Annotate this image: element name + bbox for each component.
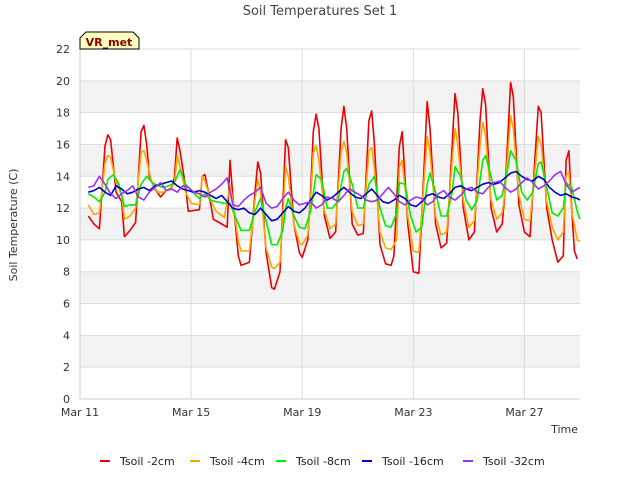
y-tick-label: 0 [63,393,70,406]
badge-label: VR_met [86,36,133,49]
series-line-3 [87,150,581,246]
y-tick-label: 18 [56,107,70,120]
legend-label-2: Tsoil -4cm [209,455,265,468]
y-tick-label: 8 [63,266,70,279]
series-lines [87,81,581,290]
legend: Tsoil -2cm Tsoil -4cm Tsoil -8cm Tsoil -16c… [100,455,545,468]
x-tick-label: Mar 19 [283,406,321,419]
grid-band [80,271,580,304]
badge-shape [79,31,140,50]
series-line-5 [88,170,581,209]
grid-band [80,208,580,240]
x-tick-label: Mar 11 [61,406,99,419]
x-tick-labels: Mar 11 Mar 15 Mar 19 Mar 23 Mar 27 [61,406,544,419]
y-tick-label: 14 [56,170,70,183]
x-tick-label: Mar 27 [505,406,543,419]
y-tick-label: 4 [63,329,70,342]
y-tick-label: 6 [63,298,70,311]
legend-label-3: Tsoil -8cm [295,455,351,468]
grid-band [80,144,580,177]
y-tick-label: 22 [56,43,70,56]
x-axis-label: Time [550,423,578,436]
legend-label-5: Tsoil -32cm [482,455,545,468]
y-tick-label: 2 [63,361,70,374]
y-tick-label: 20 [56,75,70,88]
y-tick-labels: 0 2 4 6 8 10 12 14 16 18 20 22 [56,43,70,406]
axes [79,49,580,400]
y-tick-label: 16 [56,138,70,151]
chart-title: Soil Temperatures Set 1 [243,4,398,19]
x-tick-label: Mar 15 [172,406,210,419]
plot-background [80,49,580,399]
legend-label-1: Tsoil -2cm [119,455,175,468]
grid-band [80,335,580,368]
grid-band [80,80,580,113]
y-tick-label: 10 [56,234,70,247]
station-badge: VR_met [79,31,140,50]
legend-label-4: Tsoil -16cm [381,455,444,468]
x-tick-label: Mar 23 [394,406,432,419]
y-tick-label: 12 [56,202,70,215]
y-axis-label: Soil Temperature (C) [7,169,20,282]
